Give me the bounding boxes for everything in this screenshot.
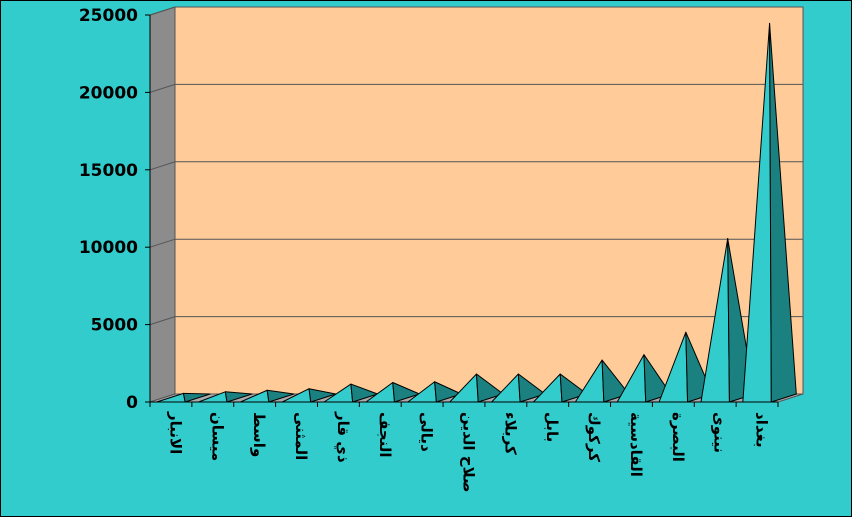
y-tick-label: 25000: [79, 6, 138, 26]
pyramid-side-face: [769, 22, 797, 403]
pyramid-bar: [742, 22, 797, 403]
x-tick-label: واسط: [250, 412, 268, 457]
gridline: [149, 161, 803, 171]
x-tick-label: ميسان: [208, 412, 226, 461]
pyramid-side-face: [392, 382, 421, 403]
gridline: [149, 6, 803, 16]
pyramid-bar: [281, 388, 337, 403]
x-tick-label: الانبار: [166, 411, 184, 454]
pyramid-side-face: [266, 389, 295, 403]
pyramid-side-face: [601, 359, 630, 403]
pyramid-side-face: [308, 388, 337, 403]
x-tick-label: النجف: [376, 412, 394, 458]
x-tick-label: البصرة: [669, 412, 687, 462]
y-tick-label: 10000: [79, 238, 138, 258]
y-tick-label: 15000: [79, 161, 138, 181]
pyramid-side-face: [434, 381, 462, 403]
y-tick-label: 20000: [79, 83, 138, 103]
pyramid-bar: [365, 382, 421, 403]
plot-side-wall: [149, 6, 176, 403]
x-tick-label: صلاح الدين: [460, 412, 478, 493]
y-tick-label: 0: [126, 393, 138, 413]
x-tick-label: كركوك: [585, 412, 603, 462]
pyramid-bar: [574, 359, 630, 403]
pyramid-bar: [198, 391, 253, 403]
gridline: [149, 83, 803, 93]
x-tick-label: ذي قار: [333, 411, 352, 463]
pyramid-side-face: [517, 373, 546, 403]
pyramid-bar: [449, 373, 504, 403]
y-tick-label: 5000: [91, 316, 138, 336]
x-tick-label: ديالى: [418, 412, 436, 452]
x-tick-label: نينوى: [711, 412, 729, 453]
x-tick-label: بغداد: [753, 412, 771, 448]
x-tick-label: المثنى: [292, 412, 310, 460]
pyramid-side-face: [224, 391, 253, 403]
pyramid-side-face: [182, 392, 211, 403]
x-tick-label: بابل: [543, 412, 561, 442]
plot-back-wall: [174, 6, 804, 395]
x-tick-label: القادسية: [627, 412, 645, 477]
pyramid-side-face: [350, 383, 379, 403]
gridline: [149, 316, 803, 326]
gridline: [149, 238, 803, 248]
pyramid-side-face: [476, 373, 504, 403]
pyramid-bar: [156, 392, 211, 403]
pyramid-bar: [239, 389, 295, 403]
x-tick-label: كربلاء: [501, 412, 519, 455]
